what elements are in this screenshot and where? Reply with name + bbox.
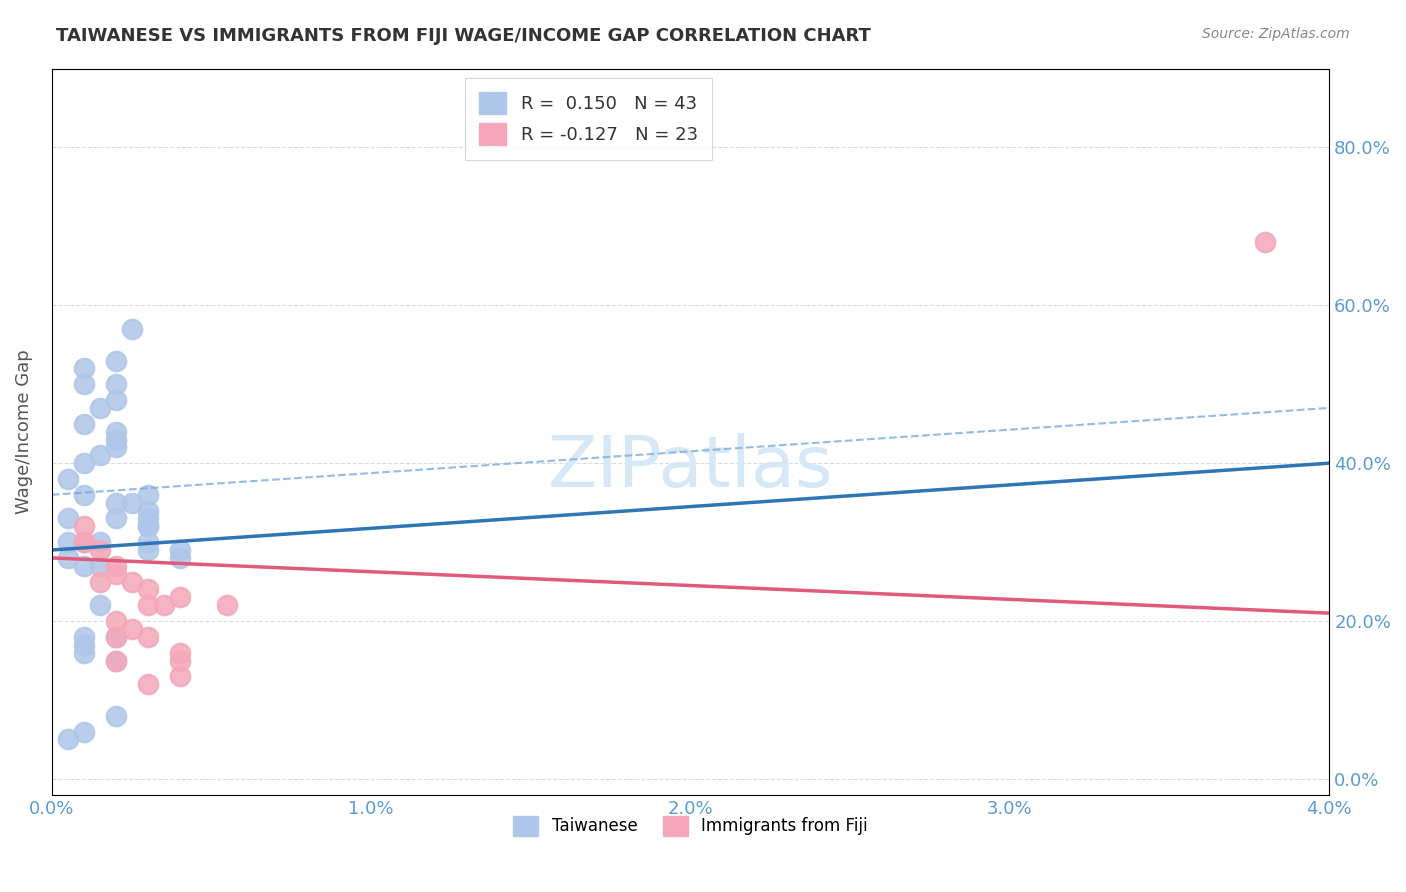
Point [89, 574, 111, 589]
Point [136, 519, 159, 533]
Point [56, 550, 79, 565]
Point [104, 496, 127, 510]
Text: Source: ZipAtlas.com: Source: ZipAtlas.com [1202, 27, 1350, 41]
Point [104, 353, 127, 368]
Point [73, 519, 96, 533]
Point [56, 511, 79, 525]
Point [104, 630, 127, 644]
Point [104, 433, 127, 447]
Point [73, 456, 96, 470]
Point [152, 599, 174, 613]
Point [136, 582, 159, 597]
Text: ZIPatlas: ZIPatlas [548, 434, 834, 502]
Point [73, 630, 96, 644]
Point [136, 503, 159, 517]
Point [104, 558, 127, 573]
Point [136, 511, 159, 525]
Point [169, 653, 191, 667]
Point [73, 638, 96, 652]
Point [104, 425, 127, 439]
Point [73, 724, 96, 739]
Point [89, 535, 111, 549]
Point [136, 543, 159, 558]
Point [121, 622, 143, 636]
Point [73, 558, 96, 573]
Point [169, 646, 191, 660]
Point [73, 377, 96, 392]
Point [136, 677, 159, 691]
Point [56, 472, 79, 486]
Point [136, 630, 159, 644]
Point [121, 322, 143, 336]
Point [1254, 235, 1277, 249]
Y-axis label: Wage/Income Gap: Wage/Income Gap [15, 350, 32, 514]
Legend: Taiwanese, Immigrants from Fiji: Taiwanese, Immigrants from Fiji [505, 807, 876, 845]
Point [104, 441, 127, 455]
Point [121, 496, 143, 510]
Point [136, 599, 159, 613]
Point [73, 488, 96, 502]
Point [104, 392, 127, 407]
Point [73, 535, 96, 549]
Point [89, 599, 111, 613]
Point [73, 535, 96, 549]
Point [89, 558, 111, 573]
Point [169, 669, 191, 683]
Point [56, 732, 79, 747]
Point [169, 550, 191, 565]
Point [136, 519, 159, 533]
Point [121, 574, 143, 589]
Point [104, 653, 127, 667]
Point [104, 708, 127, 723]
Point [104, 653, 127, 667]
Point [136, 488, 159, 502]
Point [104, 630, 127, 644]
Point [89, 401, 111, 415]
Point [89, 448, 111, 462]
Point [104, 377, 127, 392]
Point [73, 535, 96, 549]
Point [104, 566, 127, 581]
Point [169, 591, 191, 605]
Point [73, 417, 96, 431]
Point [104, 511, 127, 525]
Point [73, 361, 96, 376]
Point [56, 535, 79, 549]
Point [104, 614, 127, 628]
Point [89, 543, 111, 558]
Point [136, 535, 159, 549]
Point [169, 543, 191, 558]
Text: TAIWANESE VS IMMIGRANTS FROM FIJI WAGE/INCOME GAP CORRELATION CHART: TAIWANESE VS IMMIGRANTS FROM FIJI WAGE/I… [56, 27, 872, 45]
Point [217, 599, 239, 613]
Point [73, 646, 96, 660]
